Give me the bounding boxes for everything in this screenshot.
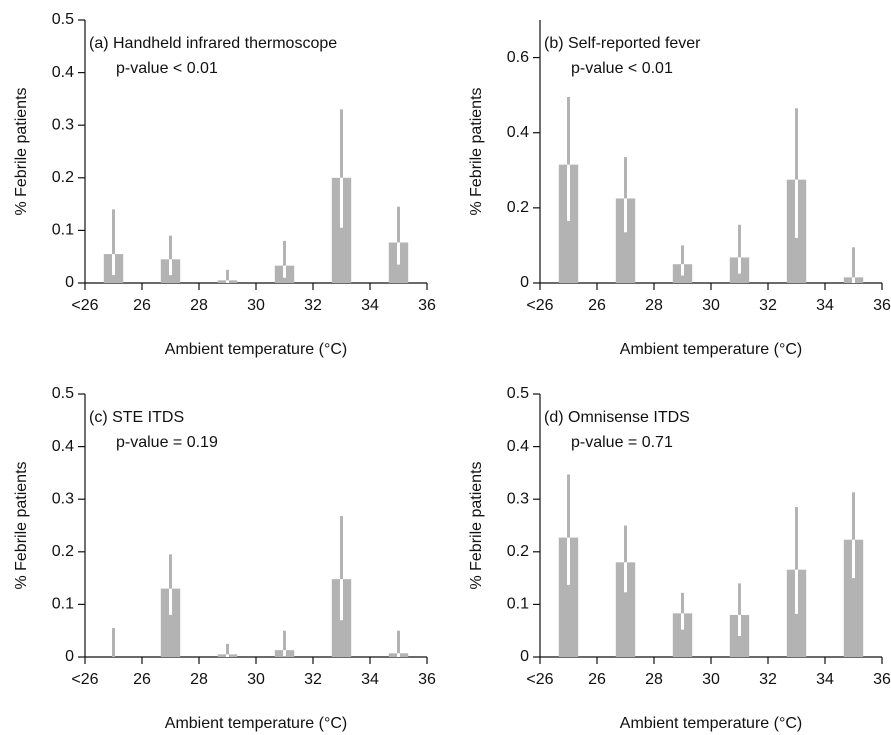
y-tick-label: 0.3: [52, 116, 74, 133]
y-tick-label: 0: [520, 648, 529, 665]
y-axis-label: % Febrile patients: [13, 461, 30, 589]
x-tick-label: 26: [588, 297, 606, 314]
p-value: p-value < 0.01: [116, 60, 218, 77]
y-tick-label: 0.2: [507, 199, 529, 216]
y-tick-label: 0.4: [507, 124, 529, 141]
y-tick-label: 0.5: [507, 385, 529, 402]
bar: [615, 198, 636, 283]
y-tick-label: 0: [65, 648, 74, 665]
x-tick-label: 28: [190, 671, 208, 688]
x-tick-label: 32: [759, 297, 777, 314]
x-tick-label: 26: [133, 671, 151, 688]
panel-title: (c) STE ITDS: [89, 409, 184, 426]
y-tick-label: 0.5: [52, 11, 74, 28]
x-tick-label: 36: [418, 297, 436, 314]
x-tick-label: 32: [759, 671, 777, 688]
x-tick-label: 34: [816, 297, 834, 314]
x-tick-label: 30: [247, 297, 265, 314]
x-tick-label: <26: [71, 297, 98, 314]
y-tick-label: 0.4: [52, 64, 74, 81]
y-tick-label: 0: [65, 274, 74, 291]
x-axis-label: Ambient temperature (°C): [165, 341, 347, 358]
bar: [672, 613, 693, 657]
bar: [615, 562, 636, 657]
y-tick-label: 0.2: [52, 169, 74, 186]
x-tick-label: 26: [588, 671, 606, 688]
x-tick-label: <26: [71, 671, 98, 688]
x-tick-label: <26: [526, 297, 553, 314]
panel-title: (d) Omnisense ITDS: [544, 409, 690, 426]
x-tick-label: 30: [702, 297, 720, 314]
x-tick-label: 28: [645, 671, 663, 688]
y-tick-label: 0.5: [52, 385, 74, 402]
panel-title: (b) Self-reported fever: [544, 35, 701, 52]
y-tick-label: 0.6: [507, 49, 529, 66]
x-tick-label: 34: [361, 671, 379, 688]
y-axis-label: % Febrile patients: [13, 87, 30, 215]
x-tick-label: 34: [361, 297, 379, 314]
y-axis-label: % Febrile patients: [468, 87, 485, 215]
y-tick-label: 0.1: [507, 596, 529, 613]
y-tick-label: 0.1: [52, 596, 74, 613]
x-tick-label: 26: [133, 297, 151, 314]
x-tick-label: 30: [702, 671, 720, 688]
x-tick-label: 28: [190, 297, 208, 314]
y-tick-label: 0.2: [52, 543, 74, 560]
p-value: p-value = 0.19: [116, 434, 218, 451]
bar: [558, 164, 579, 283]
y-tick-label: 0.4: [507, 438, 529, 455]
x-tick-label: 36: [418, 671, 436, 688]
y-tick-label: 0.3: [52, 490, 74, 507]
y-tick-label: 0: [520, 274, 529, 291]
x-axis-label: Ambient temperature (°C): [165, 715, 347, 732]
bar: [331, 177, 352, 283]
bar: [160, 588, 181, 657]
p-value: p-value = 0.71: [571, 434, 673, 451]
x-axis-label: Ambient temperature (°C): [620, 715, 802, 732]
x-axis-label: Ambient temperature (°C): [620, 341, 802, 358]
x-tick-label: 28: [645, 297, 663, 314]
x-tick-label: 30: [247, 671, 265, 688]
panel-title: (a) Handheld infrared thermoscope: [89, 35, 337, 52]
bar: [843, 539, 864, 657]
y-tick-label: 0.1: [52, 222, 74, 239]
x-tick-label: 34: [816, 671, 834, 688]
y-tick-label: 0.3: [507, 490, 529, 507]
x-tick-label: 32: [304, 297, 322, 314]
y-tick-label: 0.2: [507, 543, 529, 560]
bar: [558, 537, 579, 657]
x-tick-label: <26: [526, 671, 553, 688]
y-axis-label: % Febrile patients: [468, 461, 485, 589]
x-tick-label: 36: [873, 671, 891, 688]
y-tick-label: 0.4: [52, 438, 74, 455]
x-tick-label: 32: [304, 671, 322, 688]
p-value: p-value < 0.01: [571, 60, 673, 77]
x-tick-label: 36: [873, 297, 891, 314]
